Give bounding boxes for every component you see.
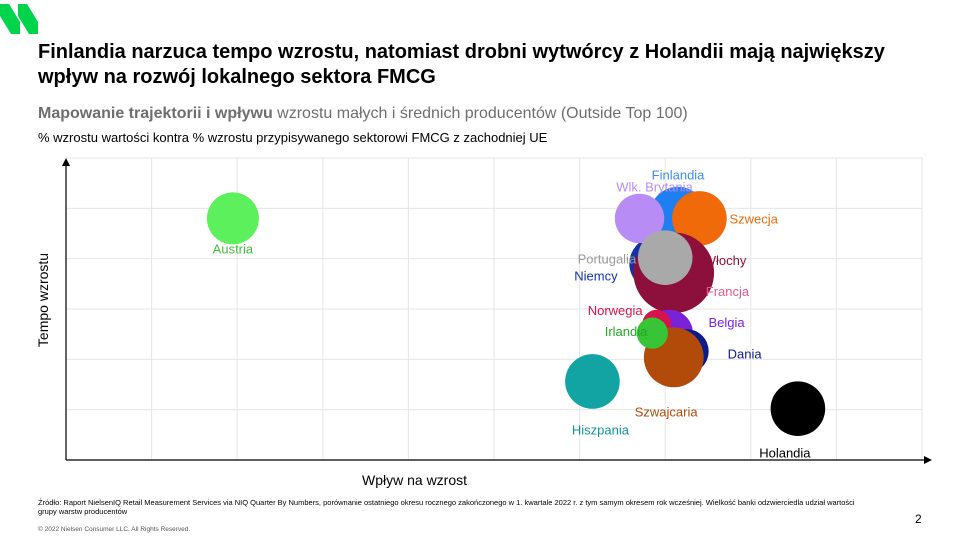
copyright-note: © 2022 Nielsen Consumer LLC. All Rights …	[38, 526, 191, 533]
y-axis-arrow	[62, 158, 70, 166]
x-axis-arrow	[924, 456, 932, 464]
bubble-chart: Austria Hiszpania Holandia Dania Szwajcaria B…	[62, 157, 932, 464]
bubble-hiszpania	[565, 354, 620, 409]
bubble-label-wlk-brytania: Wlk. Brytania	[616, 179, 693, 194]
bubble-label-hiszpania: Hiszpania	[572, 422, 630, 437]
chart-grid	[66, 157, 923, 460]
bubble-label-dania: Dania	[728, 346, 763, 361]
page-number: 2	[915, 512, 922, 526]
nielsen-logo	[0, 4, 38, 34]
bubble-austria	[206, 192, 259, 245]
bubble-holandia	[770, 381, 826, 436]
bubble-label-niemcy: Niemcy	[574, 269, 618, 284]
y-axis-label: Tempo wzrostu	[35, 252, 51, 348]
bubble-wlk-brytania	[614, 193, 665, 244]
bubble-label-finlandia: Finlandia	[652, 167, 706, 182]
x-axis-label: Wpływ na wzrost	[362, 472, 468, 488]
bubble-label-norwegia: Norwegia	[588, 303, 644, 318]
bubble-label-belgia: Belgia	[708, 315, 745, 330]
subtitle-rest: wzrostu małych i średnich producentów (O…	[272, 105, 688, 122]
bubble-label-holandia: Holandia	[759, 446, 811, 461]
bubble-label-francja: Francja	[706, 284, 750, 299]
chart-axes	[62, 158, 932, 464]
bubble-portugalia	[637, 230, 693, 285]
chart-subtitle: Mapowanie trajektorii i wpływu wzrostu m…	[38, 105, 688, 123]
subtitle-bold: Mapowanie trajektorii i wpływu	[38, 105, 273, 122]
bubble-labels: Austria Hiszpania Holandia Dania Szwajcaria B…	[213, 167, 812, 460]
bubble-irlandia	[636, 317, 668, 349]
chart-description: % wzrostu wartości kontra % wzrostu przy…	[38, 130, 548, 145]
bubble-label-szwajcaria: Szwajcaria	[635, 404, 699, 419]
bubble-label-portugalia: Portugalia	[578, 252, 637, 267]
bubble-label-szwecja: Szwecja	[729, 211, 778, 226]
bubble-label-austria: Austria	[213, 241, 254, 256]
bubble-label-irlandia: Irlandia	[605, 324, 648, 339]
bubble-szwecja	[672, 191, 727, 246]
page-title: Finlandia narzuca tempo wzrostu, natomia…	[38, 41, 885, 88]
bubble-series	[206, 186, 826, 436]
source-note: Źródło: Raport NielsenIQ Retail Measurem…	[38, 498, 855, 516]
bubble-label-włochy: Włochy	[704, 253, 747, 268]
